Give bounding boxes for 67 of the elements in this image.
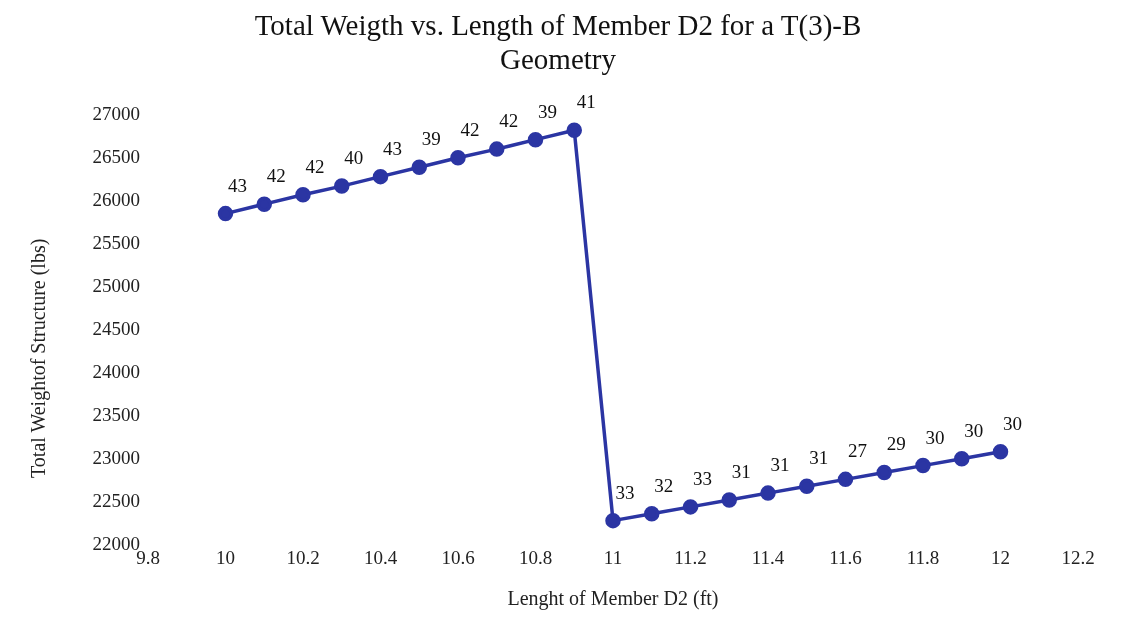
- point: [799, 478, 815, 494]
- point: [644, 506, 660, 522]
- x-tick-label: 11.8: [906, 547, 940, 569]
- x-tick-label: 12: [991, 547, 1010, 569]
- point: [217, 205, 234, 222]
- x-tick-label: 10.2: [286, 547, 320, 569]
- annotation: 42: [266, 165, 286, 187]
- y-tick-label: 25500: [92, 231, 140, 253]
- annotation: 30: [964, 419, 984, 441]
- annotation: 43: [383, 137, 402, 159]
- point: [992, 444, 1009, 460]
- annotation: 27: [848, 440, 867, 462]
- y-tick-label: 27000: [92, 102, 140, 124]
- annotation: 42: [499, 110, 519, 132]
- y-tick-label: 26000: [92, 188, 140, 210]
- x-axis-title: Lenght of Member D2 (ft): [507, 587, 719, 610]
- y-tick-label: 23500: [92, 403, 140, 425]
- x-tick-label: 10.8: [518, 547, 553, 569]
- point: [915, 457, 931, 474]
- annotation: 42: [305, 155, 325, 177]
- point: [334, 178, 350, 194]
- point: [760, 485, 776, 501]
- point: [682, 499, 699, 515]
- point: [954, 450, 970, 467]
- x-tick-label: 12.2: [1061, 547, 1095, 569]
- annotation: 42: [460, 118, 480, 140]
- point: [411, 159, 427, 175]
- y-tick-label: 22500: [92, 489, 140, 511]
- y-tick-label: 26500: [92, 145, 140, 167]
- annotation: 30: [1003, 412, 1022, 434]
- y-tick-label: 24000: [92, 360, 140, 382]
- annotation: 33: [693, 467, 712, 489]
- y-tick-label: 24500: [92, 317, 140, 339]
- annotation: 30: [925, 426, 945, 448]
- annotation: 31: [809, 447, 829, 469]
- point: [372, 168, 389, 185]
- annotation: 33: [615, 481, 635, 503]
- annotation: 43: [228, 174, 247, 196]
- point: [605, 512, 621, 529]
- annotation: 40: [344, 147, 364, 169]
- point: [837, 471, 854, 488]
- chart-title: Total Weigth vs. Length of Member D2 for a T(3)-B Geometry: [253, 8, 863, 76]
- y-tick-label: 25000: [92, 274, 140, 296]
- annotation: 39: [421, 128, 441, 150]
- x-tick-label: 11.2: [674, 547, 707, 569]
- point: [295, 186, 311, 203]
- annotation: 32: [654, 474, 674, 496]
- annotation: 39: [538, 100, 557, 122]
- x-tick-label: 11: [603, 547, 623, 569]
- point: [527, 131, 544, 148]
- point: [566, 122, 582, 138]
- point: [256, 196, 272, 212]
- point: [450, 149, 466, 166]
- x-tick-label: 10.4: [363, 547, 398, 569]
- x-tick-label: 11.6: [829, 547, 862, 569]
- point: [721, 492, 737, 508]
- x-tick-label: 11.4: [751, 547, 785, 569]
- annotation: 31: [770, 454, 790, 476]
- annotation: 41: [576, 91, 596, 113]
- x-tick-label: 10.6: [441, 547, 475, 569]
- point: [876, 464, 892, 481]
- y-axis-title: Total Weightof Structure (lbs): [27, 238, 51, 478]
- annotation: 29: [886, 433, 906, 455]
- point: [489, 141, 505, 157]
- annotation: 31: [731, 461, 751, 482]
- x-tick-label: 10: [216, 547, 235, 569]
- y-tick-label: 23000: [92, 446, 140, 468]
